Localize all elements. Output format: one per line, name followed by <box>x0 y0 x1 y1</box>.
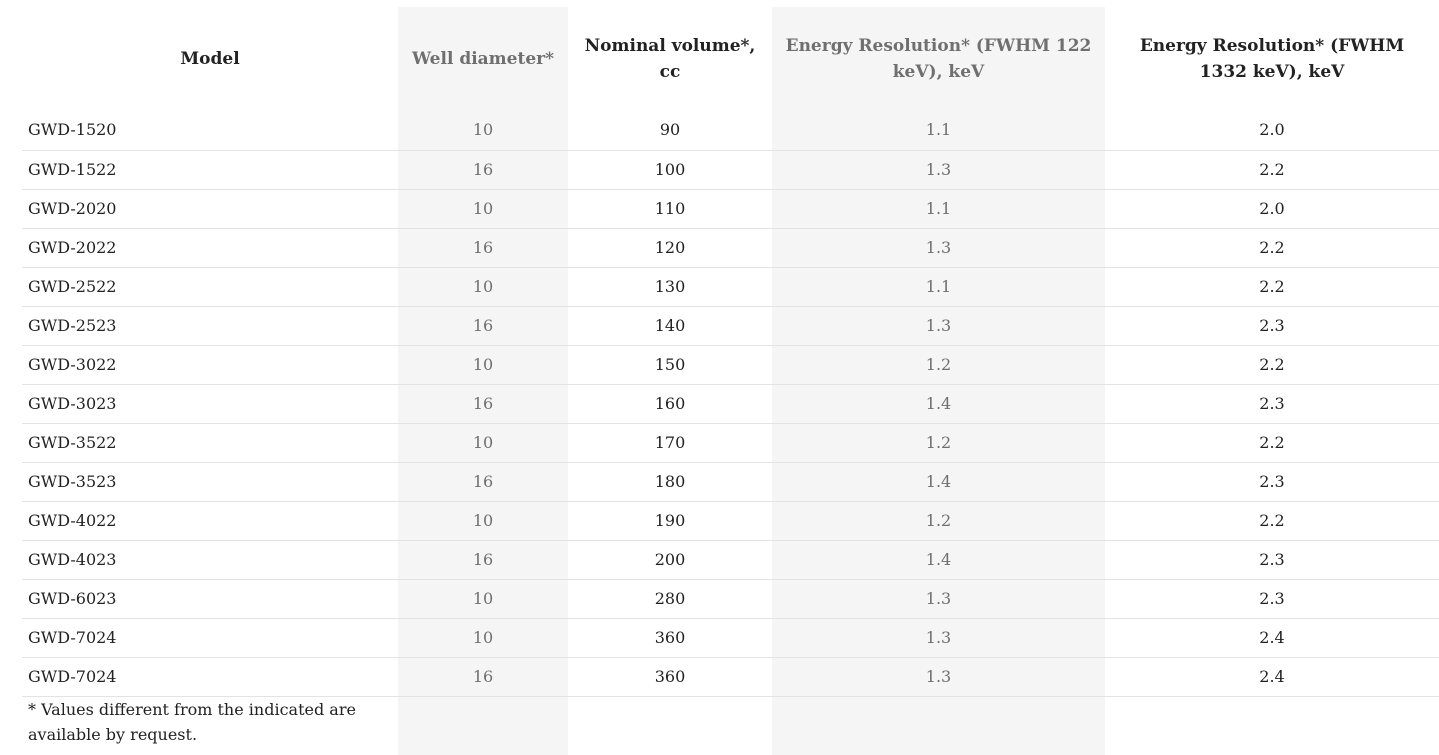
table-row: GWD-7024 16 360 1.3 2.4 <box>22 657 1439 697</box>
cell-model: GWD-6023 <box>22 579 398 619</box>
cell-energy-resolution-122: 1.2 <box>772 345 1105 385</box>
cell-model: GWD-2022 <box>22 228 398 268</box>
cell-nominal-volume: 160 <box>568 384 772 424</box>
cell-model: GWD-2523 <box>22 306 398 346</box>
table-row: GWD-2020 10 110 1.1 2.0 <box>22 189 1439 229</box>
header-nominal-volume: Nominal volume*, cc <box>584 35 756 82</box>
cell-model: GWD-3023 <box>22 384 398 424</box>
cell-well-diameter: 16 <box>398 462 568 502</box>
cell-energy-resolution-1332: 2.2 <box>1105 345 1439 385</box>
cell-model: GWD-2522 <box>22 267 398 307</box>
cell-energy-resolution-122: 1.1 <box>772 110 1105 151</box>
cell-well-diameter: 10 <box>398 110 568 151</box>
cell-well-diameter: 16 <box>398 540 568 580</box>
cell-model: GWD-1520 <box>22 110 398 151</box>
cell-well-diameter: 10 <box>398 579 568 619</box>
cell-nominal-volume: 200 <box>568 540 772 580</box>
cell-energy-resolution-1332: 2.2 <box>1105 150 1439 190</box>
cell-well-diameter: 10 <box>398 501 568 541</box>
cell-energy-resolution-122: 1.3 <box>772 306 1105 346</box>
cell-model: GWD-7024 <box>22 657 398 697</box>
cell-nominal-volume: 130 <box>568 267 772 307</box>
table-row: GWD-1522 16 100 1.3 2.2 <box>22 150 1439 190</box>
cell-well-diameter: 10 <box>398 423 568 463</box>
cell-model: GWD-3022 <box>22 345 398 385</box>
cell-energy-resolution-122: 1.3 <box>772 579 1105 619</box>
cell-model: GWD-7024 <box>22 618 398 658</box>
cell-energy-resolution-1332: 2.3 <box>1105 462 1439 502</box>
cell-energy-resolution-122: 1.3 <box>772 150 1105 190</box>
cell-energy-resolution-1332: 2.0 <box>1105 189 1439 229</box>
cell-energy-resolution-122: 1.2 <box>772 501 1105 541</box>
cell-well-diameter: 16 <box>398 384 568 424</box>
cell-well-diameter: 16 <box>398 150 568 190</box>
cell-well-diameter: 16 <box>398 657 568 697</box>
table-row: GWD-2022 16 120 1.3 2.2 <box>22 228 1439 268</box>
cell-model: GWD-1522 <box>22 150 398 190</box>
cell-nominal-volume: 280 <box>568 579 772 619</box>
cell-model: GWD-3522 <box>22 423 398 463</box>
cell-model: GWD-4022 <box>22 501 398 541</box>
cell-energy-resolution-1332: 2.4 <box>1105 618 1439 658</box>
cell-model: GWD-2020 <box>22 189 398 229</box>
cell-well-diameter: 10 <box>398 345 568 385</box>
cell-energy-resolution-1332: 2.0 <box>1105 110 1439 151</box>
cell-energy-resolution-1332: 2.2 <box>1105 267 1439 307</box>
cell-model: GWD-4023 <box>22 540 398 580</box>
cell-energy-resolution-1332: 2.2 <box>1105 228 1439 268</box>
cell-energy-resolution-1332: 2.3 <box>1105 384 1439 424</box>
table-row: GWD-4022 10 190 1.2 2.2 <box>22 501 1439 541</box>
cell-nominal-volume: 360 <box>568 618 772 658</box>
cell-energy-resolution-122: 1.3 <box>772 228 1105 268</box>
cell-energy-resolution-122: 1.3 <box>772 657 1105 697</box>
table-header-row: Model Well diameter* Nominal volume*, cc… <box>22 7 1439 110</box>
cell-nominal-volume: 180 <box>568 462 772 502</box>
cell-energy-resolution-1332: 2.2 <box>1105 501 1439 541</box>
table-row: GWD-4023 16 200 1.4 2.3 <box>22 540 1439 580</box>
cell-well-diameter: 10 <box>398 189 568 229</box>
cell-well-diameter: 16 <box>398 306 568 346</box>
cell-well-diameter: 10 <box>398 267 568 307</box>
cell-energy-resolution-122: 1.3 <box>772 618 1105 658</box>
table-row: GWD-1520 10 90 1.1 2.0 <box>22 110 1439 151</box>
cell-energy-resolution-1332: 2.4 <box>1105 657 1439 697</box>
cell-energy-resolution-122: 1.2 <box>772 423 1105 463</box>
header-energy-resolution-1332: Energy Resolution* (FWHM 1332 keV), keV <box>1139 35 1405 82</box>
table-row: GWD-2523 16 140 1.3 2.3 <box>22 306 1439 346</box>
cell-nominal-volume: 190 <box>568 501 772 541</box>
cell-nominal-volume: 120 <box>568 228 772 268</box>
cell-energy-resolution-122: 1.4 <box>772 462 1105 502</box>
cell-nominal-volume: 110 <box>568 189 772 229</box>
cell-energy-resolution-1332: 2.3 <box>1105 579 1439 619</box>
cell-nominal-volume: 90 <box>568 110 772 151</box>
header-energy-resolution-122: Energy Resolution* (FWHM 122 keV), keV <box>785 35 1092 82</box>
table-row: GWD-3022 10 150 1.2 2.2 <box>22 345 1439 385</box>
cell-energy-resolution-1332: 2.3 <box>1105 540 1439 580</box>
table-row: GWD-6023 10 280 1.3 2.3 <box>22 579 1439 619</box>
footnote: * Values different from the indicated ar… <box>28 700 356 744</box>
cell-energy-resolution-122: 1.1 <box>772 189 1105 229</box>
table-row: GWD-3523 16 180 1.4 2.3 <box>22 462 1439 502</box>
header-model: Model <box>180 48 240 69</box>
table-row: GWD-2522 10 130 1.1 2.2 <box>22 267 1439 307</box>
cell-nominal-volume: 360 <box>568 657 772 697</box>
cell-nominal-volume: 100 <box>568 150 772 190</box>
table-row: GWD-3023 16 160 1.4 2.3 <box>22 384 1439 424</box>
cell-nominal-volume: 170 <box>568 423 772 463</box>
cell-energy-resolution-122: 1.4 <box>772 384 1105 424</box>
detector-specs-table: Model Well diameter* Nominal volume*, cc… <box>22 7 1439 697</box>
cell-well-diameter: 10 <box>398 618 568 658</box>
header-well-diameter: Well diameter* <box>411 48 555 69</box>
cell-well-diameter: 16 <box>398 228 568 268</box>
cell-nominal-volume: 150 <box>568 345 772 385</box>
cell-energy-resolution-122: 1.1 <box>772 267 1105 307</box>
cell-model: GWD-3523 <box>22 462 398 502</box>
cell-energy-resolution-1332: 2.3 <box>1105 306 1439 346</box>
table-row: GWD-3522 10 170 1.2 2.2 <box>22 423 1439 463</box>
cell-nominal-volume: 140 <box>568 306 772 346</box>
table-row: GWD-7024 10 360 1.3 2.4 <box>22 618 1439 658</box>
cell-energy-resolution-122: 1.4 <box>772 540 1105 580</box>
cell-energy-resolution-1332: 2.2 <box>1105 423 1439 463</box>
